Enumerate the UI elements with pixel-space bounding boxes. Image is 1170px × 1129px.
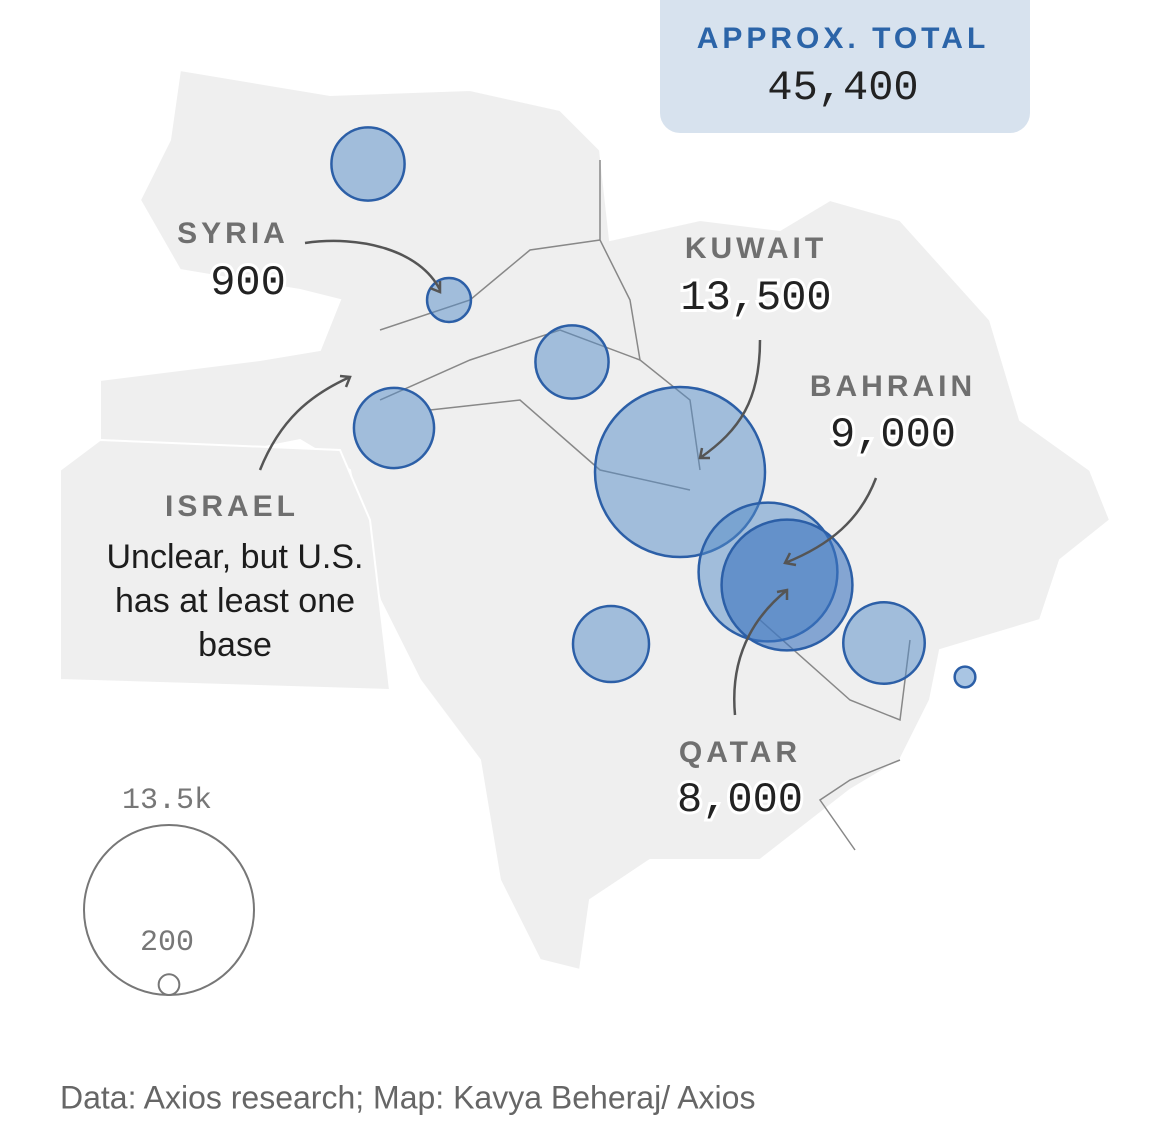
bubble-value: 900 xyxy=(210,259,286,307)
bubble xyxy=(842,601,926,685)
legend-circle xyxy=(83,824,255,996)
bubble-name: QATAR xyxy=(679,736,801,769)
total-box xyxy=(660,0,1030,133)
bubbles xyxy=(330,126,977,689)
israel-name: ISRAEL xyxy=(165,490,299,523)
bubble-value: 8,000 xyxy=(677,776,803,824)
bubble xyxy=(593,385,767,559)
bubble xyxy=(720,518,854,652)
bubble xyxy=(953,665,977,689)
bubble xyxy=(352,386,436,470)
size-legend: 13.5k 200 xyxy=(83,784,255,996)
total-value: 45,400 xyxy=(767,64,918,112)
bubble xyxy=(330,126,406,202)
bubble-name: SYRIA xyxy=(177,217,289,250)
land xyxy=(59,68,1112,972)
total-label: APPROX. TOTAL xyxy=(697,22,990,55)
bubble xyxy=(534,324,610,400)
legend-label: 13.5k xyxy=(122,784,212,818)
legend-label: 200 xyxy=(140,926,194,960)
bubble xyxy=(425,276,473,324)
arrows xyxy=(258,239,878,716)
israel-note: Unclear, but U.S. has at least one base xyxy=(106,538,364,664)
bubble-name: BAHRAIN xyxy=(810,370,976,403)
bubble xyxy=(571,604,651,684)
source: Data: Axios research; Map: Kavya Beheraj… xyxy=(60,1079,755,1115)
legend-circle xyxy=(157,973,181,996)
bubble-value: 9,000 xyxy=(830,411,956,459)
bubble-value: 13,500 xyxy=(680,274,831,322)
bubble-name: KUWAIT xyxy=(685,232,827,265)
labels: SYRIA 900 KUWAIT 13,500 BAHRAIN 9,000 QATAR 8,0… xyxy=(165,217,976,827)
